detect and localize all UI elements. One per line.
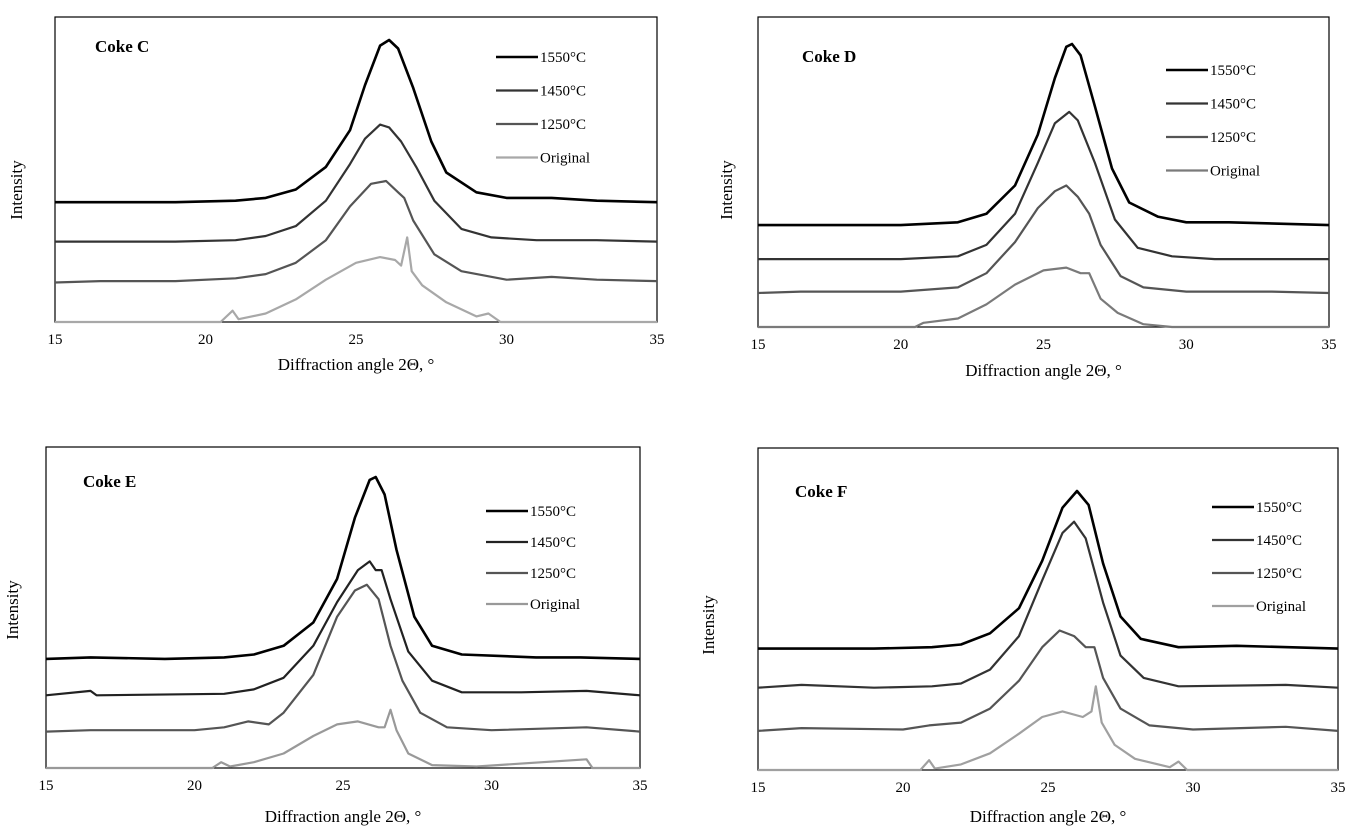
- legend-label: 1250°C: [530, 566, 576, 582]
- x-tick-label: 35: [1331, 780, 1346, 796]
- legend-label: Original: [1210, 164, 1260, 180]
- legend-label: Original: [540, 151, 590, 167]
- x-tick-label: 30: [499, 332, 514, 348]
- plot-frame: [757, 447, 1339, 771]
- series-line-1550c: [45, 475, 641, 661]
- x-tick-label: 30: [484, 778, 499, 794]
- legend-label: 1550°C: [530, 504, 576, 520]
- plot-frame: [54, 16, 658, 323]
- y-axis-label: Intensity: [699, 595, 718, 655]
- x-tick-label: 25: [1036, 337, 1051, 353]
- legend-label: 1450°C: [1256, 533, 1302, 549]
- chart-panel-1: 15 20 25 30 35 Diffraction angle 2Θ, ° Intensi…: [7, 16, 665, 374]
- series-line-original: [46, 708, 640, 770]
- panel-title: Coke F: [795, 482, 847, 501]
- x-tick-label: 25: [1041, 780, 1056, 796]
- x-tick-label: 15: [751, 337, 766, 353]
- chart-panel-2: 15 20 25 30 35 Diffraction angle 2Θ, ° Intensi…: [717, 16, 1337, 380]
- legend-label: 1450°C: [530, 535, 576, 551]
- legend-label: 1250°C: [1256, 566, 1302, 582]
- x-axis-label: Diffraction angle 2Θ, °: [265, 807, 422, 826]
- x-tick-label: 15: [751, 780, 766, 796]
- series-line-1250c: [45, 583, 641, 733]
- series-line-original: [55, 236, 657, 324]
- legend-label: 1550°C: [1210, 63, 1256, 79]
- legend-label: 1550°C: [540, 50, 586, 66]
- x-axis-label: Diffraction angle 2Θ, °: [970, 807, 1127, 826]
- x-axis-label: Diffraction angle 2Θ, °: [278, 355, 435, 374]
- chart-panel-4: 15 20 25 30 35 Diffraction angle 2Θ, ° Intensi…: [699, 447, 1346, 826]
- series-line-1250c: [54, 179, 658, 284]
- x-tick-label: 15: [48, 332, 63, 348]
- legend-label: Original: [1256, 599, 1306, 615]
- series-line-1550c: [758, 489, 1339, 650]
- series-line-1250c: [757, 184, 1330, 295]
- series-line-1450c: [45, 560, 641, 697]
- panel-title: Coke E: [83, 472, 136, 491]
- series-line-1550c: [55, 38, 658, 204]
- x-tick-label: 15: [39, 778, 54, 794]
- legend-label: 1450°C: [1210, 97, 1256, 113]
- series-line-original: [758, 266, 1329, 329]
- series-line-1450c: [55, 123, 658, 243]
- x-tick-label: 35: [1322, 337, 1337, 353]
- x-tick-label: 25: [336, 778, 351, 794]
- x-tick-label: 35: [650, 332, 665, 348]
- x-tick-label: 20: [896, 780, 911, 796]
- x-axis-label: Diffraction angle 2Θ, °: [965, 361, 1122, 380]
- legend-label: 1450°C: [540, 84, 586, 100]
- y-axis-label: Intensity: [7, 160, 26, 220]
- legend-label: 1250°C: [540, 117, 586, 133]
- legend-label: Original: [530, 597, 580, 613]
- y-axis-label: Intensity: [717, 160, 736, 220]
- x-tick-label: 25: [349, 332, 364, 348]
- legend-label: 1250°C: [1210, 130, 1256, 146]
- series-line-1450c: [757, 520, 1339, 689]
- x-tick-label: 30: [1179, 337, 1194, 353]
- chart-panel-3: 15 20 25 30 35 Diffraction angle 2Θ, ° Intensi…: [3, 446, 648, 826]
- legend-label: 1550°C: [1256, 500, 1302, 516]
- series-line-original: [758, 685, 1338, 772]
- x-tick-label: 20: [187, 778, 202, 794]
- series-line-1450c: [758, 110, 1329, 261]
- y-axis-label: Intensity: [3, 580, 22, 640]
- plot-frame: [45, 446, 641, 769]
- series-line-1550c: [758, 42, 1330, 227]
- x-tick-label: 35: [633, 778, 648, 794]
- series-line-1250c: [757, 629, 1339, 732]
- x-tick-label: 20: [893, 337, 908, 353]
- x-tick-label: 20: [198, 332, 213, 348]
- panel-title: Coke D: [802, 47, 856, 66]
- panel-title: Coke C: [95, 37, 149, 56]
- x-tick-label: 30: [1186, 780, 1201, 796]
- plot-frame: [757, 16, 1330, 328]
